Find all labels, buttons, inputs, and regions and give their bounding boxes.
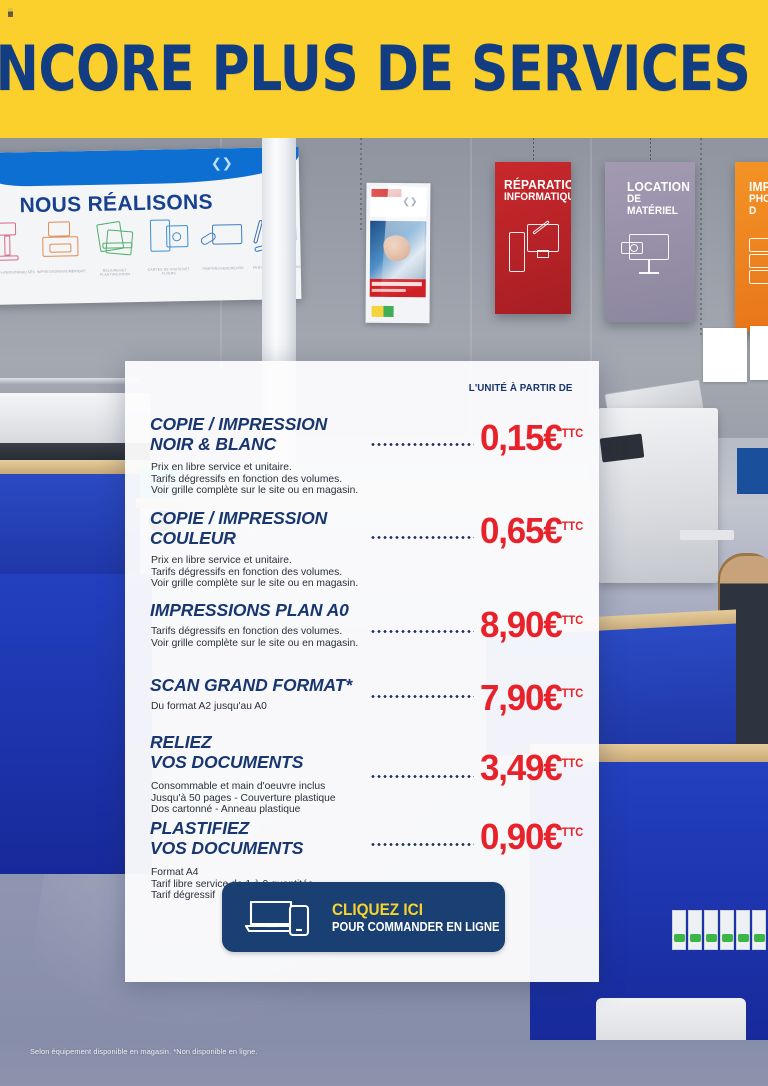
- stamp-icon: CACHETS\nPERSONNALISÉS: [0, 222, 35, 275]
- projector-icon: [629, 234, 669, 260]
- banner-icon-row: CACHETS\nPERSONNALISÉS IMPRESSION\nNUMÉR…: [0, 217, 301, 281]
- notebook-icon: RELIURE\nET PLASTIFICATION: [90, 220, 139, 277]
- panel-title: LOCATION: [627, 179, 691, 194]
- row-description: Prix en libre service et unitaire. Tarif…: [151, 555, 359, 590]
- row-price: 0,90€TTC: [480, 816, 584, 857]
- nous-realisons-banner: ❮❯ NOUS RÉALISONS CACHETS\nPERSONNALISÉS…: [0, 146, 302, 306]
- service-panel-reparation: RÉPARATION INFORMATIQUE*: [495, 162, 571, 314]
- icon-caption: CACHETS\nPERSONNALISÉS: [0, 270, 35, 276]
- row-price: 0,65€TTC: [480, 510, 584, 551]
- pricing-card: L'UNITÉ À PARTIR DE COPIE / IMPRESSION N…: [125, 361, 599, 982]
- leader-dots: [370, 695, 474, 698]
- corner-artifact: [8, 8, 13, 17]
- banner-blue-top: ❮❯: [0, 146, 300, 188]
- icon-caption: RELIURE\nET PLASTIFICATION: [99, 268, 131, 278]
- row-title: SCAN GRAND FORMAT*: [150, 675, 353, 695]
- header-banner: ENCORE PLUS DE SERVICES: [0, 0, 768, 138]
- service-panel-location: LOCATION DE MATÉRIEL: [605, 162, 695, 322]
- panel-subtitle: DE MATÉRIEL: [627, 193, 678, 217]
- row-description: Tarifs dégressifs en fonction des volume…: [151, 626, 359, 649]
- wall-flyer: [703, 328, 747, 382]
- service-panel-impression-photo: IMP PHOT\nVOS D: [735, 162, 768, 332]
- laptop-phone-icon: [244, 897, 318, 937]
- product-boxes-shelf: [672, 910, 768, 950]
- cta-main-label: CLIQUEZ ICI: [332, 899, 423, 919]
- row-title: COPIE / IMPRESSION COULEUR: [150, 508, 328, 548]
- legal-note: Selon équipement disponible en magasin. …: [30, 1047, 258, 1056]
- order-online-button[interactable]: CLIQUEZ ICI POUR COMMANDER EN LIGNE: [222, 882, 505, 952]
- leader-dots: [370, 843, 474, 846]
- icon-caption: CARTES DE VISITE\nET FLYERS: [147, 267, 190, 276]
- row-price: 0,15€TTC: [480, 417, 584, 458]
- unit-price-label: L'UNITÉ À PARTIR DE: [469, 382, 573, 394]
- row-title: COPIE / IMPRESSION NOIR & BLANC: [150, 414, 328, 454]
- row-price: 8,90€TTC: [480, 604, 584, 645]
- icon-caption: TAMPONS\nENCREURS: [201, 266, 244, 271]
- documents-icon: CARTES DE VISITE\nET FLYERS: [144, 219, 193, 276]
- bird-logo-icon: ❮❯: [210, 155, 233, 171]
- row-description: Prix en libre service et unitaire. Tarif…: [151, 462, 359, 497]
- ceiling-track: [360, 138, 362, 233]
- page-title: ENCORE PLUS DE SERVICES: [0, 32, 750, 105]
- banner-title: NOUS RÉALISONS: [19, 190, 214, 218]
- ceiling-track: [700, 138, 702, 338]
- wall-seam: [470, 138, 472, 438]
- leader-dots: [370, 443, 474, 446]
- panel-title: IMP: [749, 179, 768, 194]
- counter-cabinet: [0, 474, 140, 574]
- leader-dots: [370, 630, 474, 633]
- panel-subtitle: INFORMATIQUE*: [504, 191, 571, 203]
- wall-flyer: [750, 326, 768, 380]
- row-price: 7,90€TTC: [480, 677, 584, 718]
- left-printer-base: [0, 443, 150, 465]
- desktop-repair-icon: [509, 232, 525, 272]
- wall-seam: [590, 138, 592, 438]
- leader-dots: [370, 536, 474, 539]
- footer-bar: [0, 1040, 768, 1086]
- envelope-icon: TAMPONS\nENCREURS: [198, 218, 247, 271]
- store-photo: ❮❯ NOUS RÉALISONS CACHETS\nPERSONNALISÉS…: [0, 138, 768, 1048]
- copier-control-panel[interactable]: [599, 433, 645, 463]
- copier-machine: [598, 408, 718, 583]
- white-equipment: [596, 998, 746, 1048]
- blue-price-sign: [737, 448, 768, 494]
- counter-top-wood: [0, 460, 152, 474]
- cta-sub-label: POUR COMMANDER EN LIGNE: [332, 919, 500, 934]
- icon-caption: IMPRESSION\nNUMÉRIQUE: [36, 269, 86, 274]
- row-title: RELIEZ VOS DOCUMENTS: [150, 732, 304, 772]
- row-description: Du format A2 jusqu'au A0: [151, 701, 267, 712]
- photo-print-icon: [749, 238, 768, 252]
- printer-icon: IMPRESSION\nNUMÉRIQUE: [36, 221, 86, 274]
- row-description: Consommable et main d'oeuvre inclus Jusq…: [151, 781, 336, 816]
- panel-wire: [533, 138, 534, 164]
- row-price: 3,49€TTC: [480, 747, 584, 788]
- counter-rail: [0, 378, 140, 384]
- panel-subtitle: PHOT\nVOS D: [749, 193, 768, 217]
- leader-dots: [370, 775, 474, 778]
- panel-wire: [650, 138, 651, 164]
- panel-title: RÉPARATION: [504, 177, 571, 192]
- row-title: PLASTIFIEZ VOS DOCUMENTS: [150, 818, 304, 858]
- copier-output-tray: [680, 530, 734, 540]
- row-title: IMPRESSIONS PLAN A0: [150, 600, 349, 620]
